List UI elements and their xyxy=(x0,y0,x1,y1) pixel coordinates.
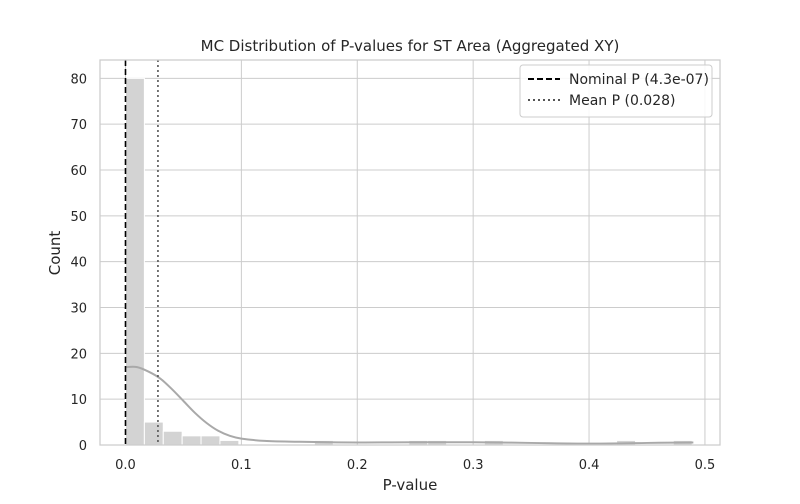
y-tick-label: 40 xyxy=(70,256,87,271)
legend: Nominal P (4.3e-07) Mean P (0.028) xyxy=(519,64,713,118)
histogram-bar xyxy=(219,439,240,446)
legend-label-nominal: Nominal P (4.3e-07) xyxy=(569,72,709,88)
x-tick-label: 0.5 xyxy=(695,458,716,473)
y-tick-label: 10 xyxy=(70,393,87,408)
x-tick-label: 0.4 xyxy=(579,458,600,473)
grid-lines xyxy=(100,60,720,446)
y-tick-label: 0 xyxy=(79,439,87,454)
x-tick-label: 0.2 xyxy=(347,458,368,473)
y-tick-label: 20 xyxy=(70,347,87,362)
histogram-bar xyxy=(181,435,202,446)
x-tick-label: 0.1 xyxy=(231,458,252,473)
legend-frame xyxy=(519,64,713,118)
reference-lines xyxy=(124,60,159,445)
y-tick-label: 60 xyxy=(70,164,87,179)
y-tick-label: 80 xyxy=(70,72,87,87)
kde-curve xyxy=(125,365,694,445)
legend-label-mean: Mean P (0.028) xyxy=(569,93,676,109)
y-axis-label: Count xyxy=(46,231,64,276)
y-tick-label: 50 xyxy=(70,210,87,225)
x-tick-label: 0.3 xyxy=(463,458,484,473)
histogram-bar xyxy=(162,430,183,446)
histogram-bar xyxy=(124,77,145,446)
histogram-bar xyxy=(200,435,221,446)
y-tick-label: 70 xyxy=(70,118,87,133)
x-axis-ticks: 0.0 0.1 0.2 0.3 0.4 0.5 xyxy=(115,458,715,473)
histogram-bar xyxy=(143,421,164,446)
x-axis-label: P-value xyxy=(383,476,438,494)
x-tick-label: 0.0 xyxy=(115,458,136,473)
plot-background xyxy=(100,60,720,445)
plot-frame xyxy=(99,59,721,446)
chart-title: MC Distribution of P-values for ST Area … xyxy=(201,37,620,55)
y-tick-label: 30 xyxy=(70,302,87,317)
y-axis-ticks: 0 10 20 30 40 50 60 70 80 xyxy=(70,72,87,454)
